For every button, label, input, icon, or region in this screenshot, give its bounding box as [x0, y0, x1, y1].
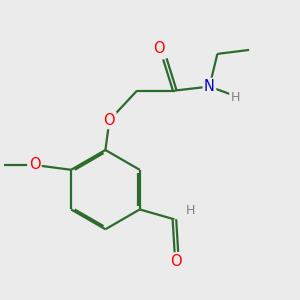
Text: O: O: [153, 41, 165, 56]
Text: O: O: [171, 254, 182, 269]
Text: N: N: [204, 79, 215, 94]
Text: O: O: [103, 113, 115, 128]
Text: O: O: [28, 158, 40, 172]
Text: H: H: [186, 204, 195, 217]
Text: H: H: [230, 91, 240, 104]
